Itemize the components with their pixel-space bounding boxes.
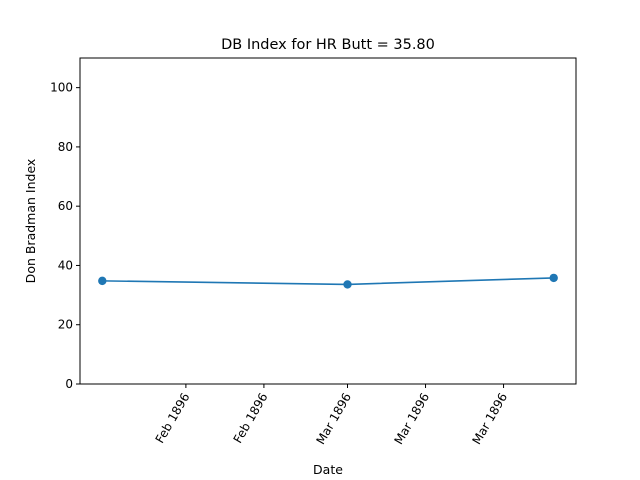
data-point [549,273,558,283]
plot-frame [79,57,577,385]
y-tick-label: 0 [65,377,73,391]
y-axis-label: Don Bradman Index [23,159,38,284]
x-axis-label: Date [313,462,343,477]
y-tick-label: 80 [58,140,73,154]
data-point [98,276,107,286]
y-tick-label: 60 [58,199,73,213]
data-point [343,280,352,289]
y-tick-label: 100 [50,81,73,95]
y-tick-label: 40 [58,258,73,272]
chart-title: DB Index for HR Butt = 35.80 [221,37,435,53]
y-tick-label: 20 [58,318,73,332]
